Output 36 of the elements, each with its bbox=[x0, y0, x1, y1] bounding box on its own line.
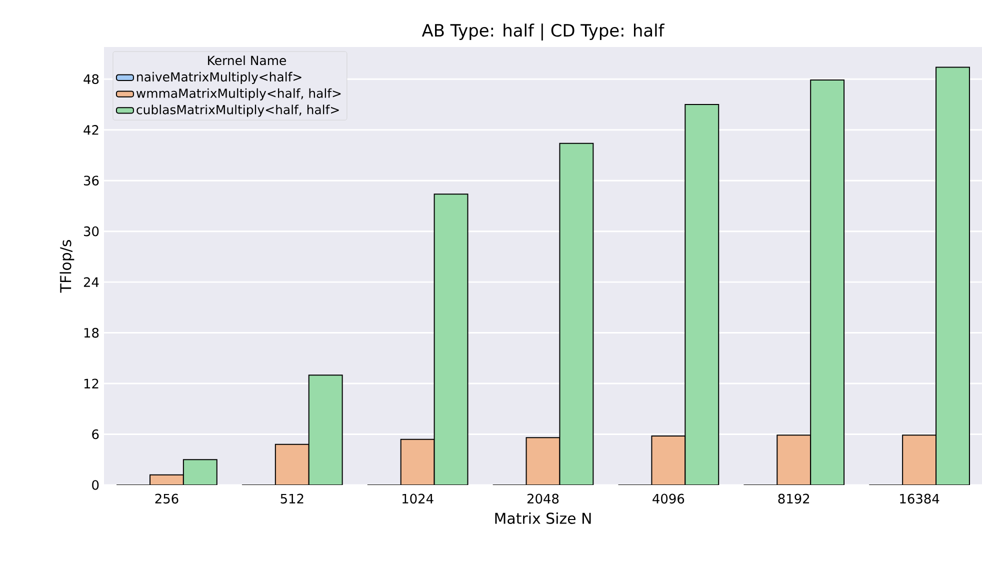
bar bbox=[526, 438, 560, 485]
y-tick-label: 12 bbox=[84, 378, 98, 388]
bar bbox=[275, 444, 309, 485]
bar bbox=[777, 435, 811, 485]
x-tick-label: 512 bbox=[280, 494, 304, 504]
x-axis-title: Matrix Size N bbox=[495, 512, 591, 524]
bar bbox=[902, 434, 937, 485]
x-tick-label: 1024 bbox=[402, 494, 434, 504]
y-tick-label: 18 bbox=[84, 328, 99, 338]
bar bbox=[652, 436, 686, 485]
legend-label: naiveMatrixMultiply<half> bbox=[137, 72, 302, 84]
x-tick-label: 256 bbox=[155, 494, 178, 504]
bar bbox=[810, 80, 844, 485]
legend-title: Kernel Name bbox=[208, 56, 286, 66]
y-tick-label: 36 bbox=[84, 176, 99, 186]
y-tick-label: 6 bbox=[92, 429, 99, 440]
y-tick-label: 30 bbox=[84, 226, 99, 236]
y-tick-label: 42 bbox=[84, 125, 98, 135]
y-tick-label: 48 bbox=[84, 74, 99, 84]
y-axis-title: TFlop/s bbox=[60, 240, 74, 293]
chart-title: AB Type: half | CD Type: half bbox=[422, 24, 665, 40]
x-tick-label: 2048 bbox=[527, 494, 559, 504]
x-tick-label: 4096 bbox=[652, 494, 684, 504]
bar bbox=[560, 143, 594, 485]
y-tick-label: 0 bbox=[92, 480, 99, 490]
x-tick-label: 8192 bbox=[778, 494, 810, 504]
x-tick-label: 16384 bbox=[900, 494, 940, 504]
bar bbox=[936, 66, 970, 485]
bar bbox=[183, 460, 217, 485]
legend-label: wmmaMatrixMultiply<half, half> bbox=[136, 88, 341, 100]
bar bbox=[400, 439, 434, 485]
bar bbox=[434, 194, 468, 485]
legend-label: cublasMatrixMultiply<half, half> bbox=[136, 104, 339, 117]
bar bbox=[308, 375, 342, 485]
y-tick-label: 24 bbox=[84, 277, 99, 287]
bar bbox=[685, 104, 719, 485]
